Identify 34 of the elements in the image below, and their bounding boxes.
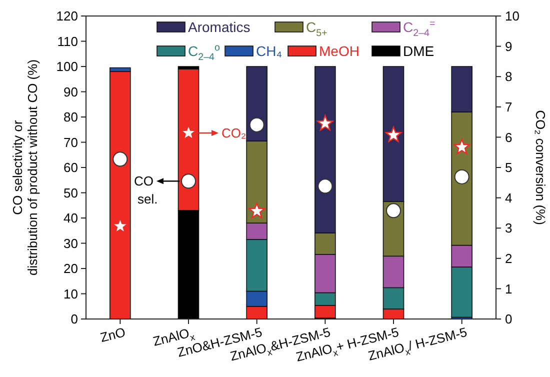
- y-tick-label: 10: [64, 286, 78, 302]
- legend-label: DME: [403, 43, 434, 59]
- legend-label: Aromatics: [188, 19, 250, 35]
- y-tick-label: 40: [64, 210, 78, 226]
- legend-label: CH₄: [256, 43, 282, 59]
- y-tick-label: 30: [64, 236, 78, 251]
- y-tick-label: 70: [64, 134, 78, 150]
- y2-tick-label: 4: [505, 190, 512, 206]
- y-tick-label: 120: [56, 8, 78, 24]
- x-tick-label: ZnO: [98, 324, 127, 346]
- y2-tick-label: 1: [505, 281, 512, 296]
- y2-tick-label: 5: [505, 160, 512, 176]
- legend-label: MeOH: [319, 43, 360, 59]
- y-tick-label: 50: [64, 185, 78, 200]
- annotation: CO₂: [222, 126, 246, 141]
- y2-tick-label: 10: [505, 8, 520, 24]
- y-axis-title: CO selectivity or distribution of product without CO (%): [10, 59, 40, 276]
- y-tick-label: 0: [70, 312, 78, 327]
- y-tick-label: 90: [64, 84, 78, 100]
- y2-tick-label: 0: [505, 312, 512, 327]
- y-tick-label: 60: [64, 160, 78, 176]
- y-tick-label: 20: [64, 261, 78, 276]
- y2-tick-label: 7: [505, 99, 512, 114]
- legend-label: C$_{5+}$: [306, 19, 328, 40]
- annotation: CO sel.: [134, 174, 158, 207]
- y2-tick-label: 6: [505, 130, 512, 145]
- y2-tick-label: 3: [505, 220, 512, 236]
- y2-axis-title: CO₂ conversion (%): [533, 110, 548, 225]
- y2-tick-label: 2: [505, 250, 512, 266]
- y2-tick-label: 9: [505, 38, 512, 54]
- y2-tick-label: 8: [505, 69, 512, 84]
- y-tick-label: 100: [56, 59, 78, 74]
- y-tick-label: 80: [64, 110, 78, 125]
- y-tick-label: 110: [57, 34, 78, 49]
